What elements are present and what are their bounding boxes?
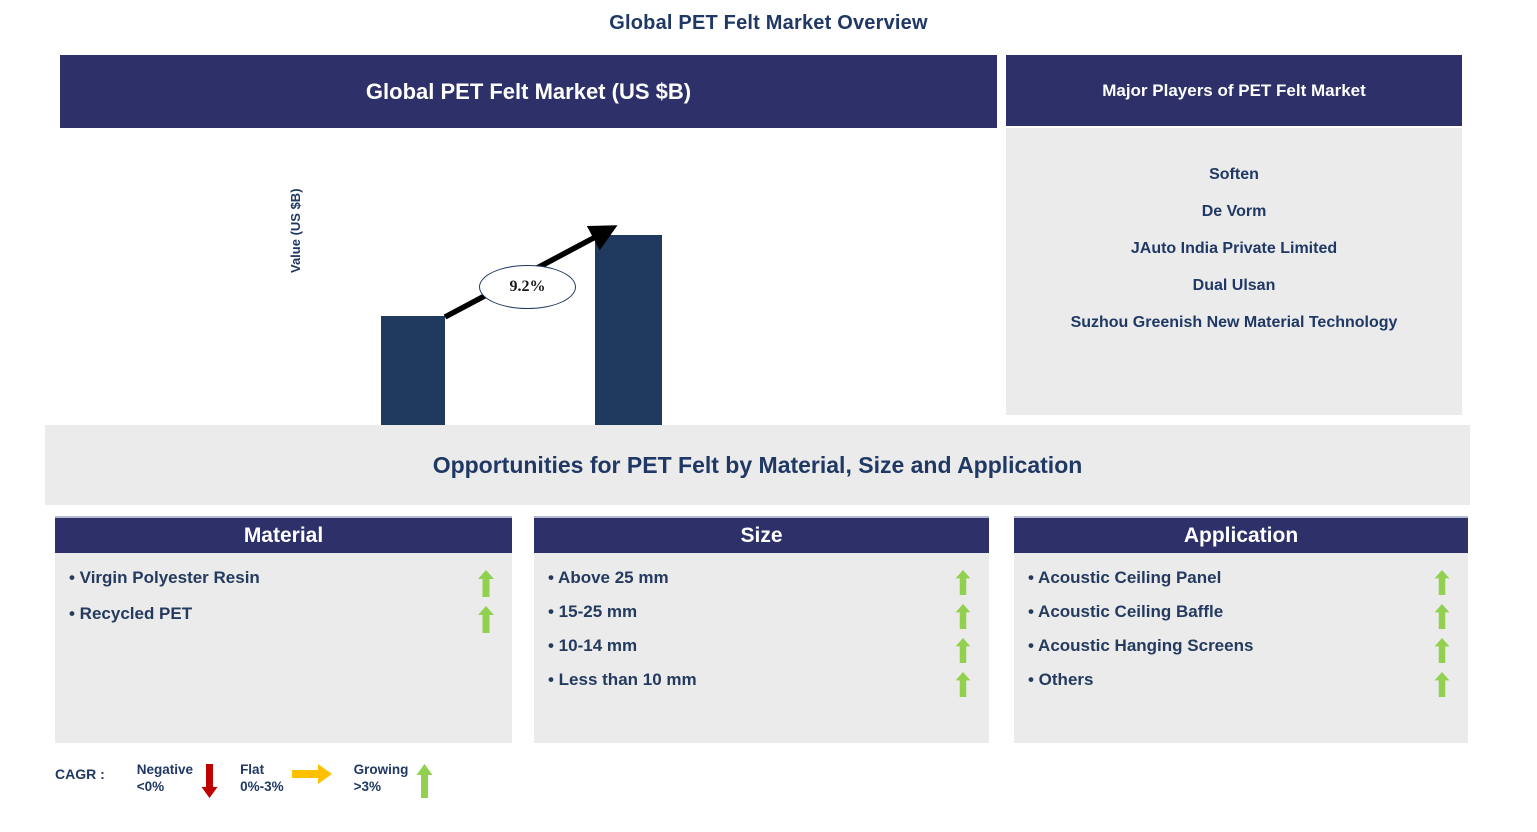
major-players-list: Soften De Vorm JAuto India Private Limit… xyxy=(1006,128,1462,415)
arrow-up-icon xyxy=(955,604,971,629)
cagr-badge: 9.2% xyxy=(479,265,576,309)
list-item-label: • Acoustic Hanging Screens xyxy=(1028,636,1254,655)
major-players-header: Major Players of PET Felt Market xyxy=(1006,55,1462,126)
list-item: • Acoustic Ceiling Panel xyxy=(1028,565,1450,599)
major-players-card: Major Players of PET Felt Market Soften … xyxy=(1006,55,1462,415)
list-item: • Less than 10 mm xyxy=(548,667,971,701)
chart-bar-2031 xyxy=(595,235,662,437)
list-item-label: • Virgin Polyester Resin xyxy=(69,568,260,587)
chart-y-axis-label: Value (US $B) xyxy=(288,188,303,273)
list-item-label: • 15-25 mm xyxy=(548,602,638,621)
category-header-material: Material xyxy=(55,516,512,553)
chart-plot-area: Value (US $B) 2025 2031 9.2% Source : Lu… xyxy=(60,128,997,469)
list-item: Suzhou Greenish New Material Technology xyxy=(1070,314,1398,331)
list-item: • Acoustic Hanging Screens xyxy=(1028,633,1450,667)
list-item: • 10-14 mm xyxy=(548,633,971,667)
arrow-up-icon xyxy=(1434,570,1450,595)
arrow-up-icon xyxy=(955,570,971,595)
list-item-label: • Less than 10 mm xyxy=(548,670,697,689)
arrow-right-icon xyxy=(291,764,332,784)
arrow-down-icon xyxy=(201,764,218,798)
market-chart-card: Global PET Felt Market (US $B) Value (US… xyxy=(60,55,997,469)
list-item: Soften xyxy=(1209,166,1259,183)
category-header-size: Size xyxy=(534,516,989,553)
opportunities-title: Opportunities for PET Felt by Material, … xyxy=(432,451,1083,478)
list-item-label: • 10-14 mm xyxy=(548,636,638,655)
list-item: • Others xyxy=(1028,667,1450,701)
category-header-application: Application xyxy=(1014,516,1468,553)
list-item-label: • Recycled PET xyxy=(69,604,193,623)
list-item: • Acoustic Ceiling Baffle xyxy=(1028,599,1450,633)
category-panel-material: Material • Virgin Polyester Resin • Recy… xyxy=(55,516,512,743)
chart-card-header: Global PET Felt Market (US $B) xyxy=(60,55,997,128)
chart-bar-2025 xyxy=(381,316,445,437)
list-item-label: • Acoustic Ceiling Panel xyxy=(1028,568,1222,587)
list-item-label: • Others xyxy=(1028,670,1094,689)
page-title: Global PET Felt Market Overview xyxy=(609,12,928,34)
list-item-label: • Acoustic Ceiling Baffle xyxy=(1028,602,1224,621)
arrow-up-icon xyxy=(955,638,971,663)
arrow-up-icon xyxy=(478,570,494,597)
legend-entry-growing-text: Growing >3% xyxy=(353,762,409,794)
list-item: Dual Ulsan xyxy=(1192,277,1276,294)
arrow-up-icon xyxy=(1434,638,1450,663)
arrow-up-icon xyxy=(478,606,494,633)
opportunities-band: Opportunities for PET Felt by Material, … xyxy=(45,425,1470,505)
legend-entry-negative-text: Negative <0% xyxy=(136,762,194,794)
list-item: • Above 25 mm xyxy=(548,565,971,599)
list-item: • Recycled PET xyxy=(69,601,494,637)
category-body-material: • Virgin Polyester Resin • Recycled PET xyxy=(55,553,512,743)
list-item: JAuto India Private Limited xyxy=(1130,240,1338,257)
arrow-up-icon xyxy=(1434,604,1450,629)
category-panel-size: Size • Above 25 mm • 15-25 mm • 10-14 mm… xyxy=(534,516,989,743)
category-panel-application: Application • Acoustic Ceiling Panel • A… xyxy=(1014,516,1468,743)
cagr-legend-title: CAGR : xyxy=(55,766,105,782)
legend-entry-flat-text: Flat 0%-3% xyxy=(240,762,284,794)
arrow-up-icon xyxy=(955,672,971,697)
category-body-size: • Above 25 mm • 15-25 mm • 10-14 mm • Le… xyxy=(534,553,989,743)
legend-entry-negative: Negative <0% xyxy=(137,762,232,798)
arrow-up-icon xyxy=(416,764,433,798)
legend-entry-flat: Flat 0%-3% xyxy=(240,762,346,796)
arrow-up-icon xyxy=(1434,672,1450,697)
list-item: • 15-25 mm xyxy=(548,599,971,633)
list-item-label: • Above 25 mm xyxy=(548,568,669,587)
category-body-application: • Acoustic Ceiling Panel • Acoustic Ceil… xyxy=(1014,553,1468,743)
list-item: • Virgin Polyester Resin xyxy=(69,565,494,601)
list-item: De Vorm xyxy=(1201,203,1267,220)
cagr-legend: CAGR : Negative <0% Flat 0%-3% Growing >… xyxy=(55,762,455,798)
legend-entry-growing: Growing >3% xyxy=(354,762,448,798)
